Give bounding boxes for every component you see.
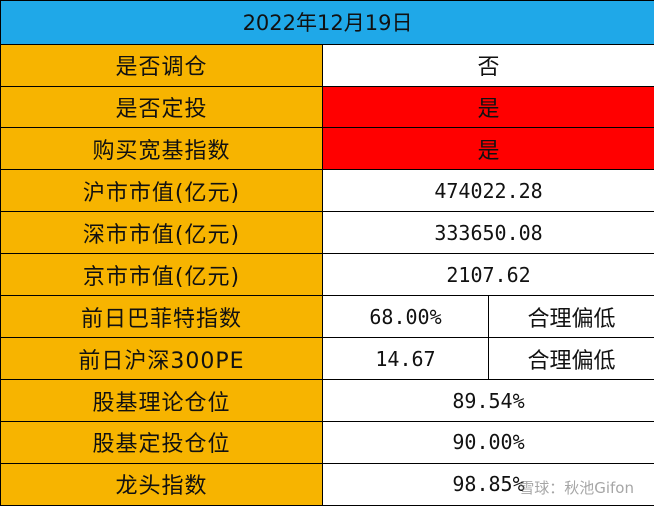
table-row: 是否调仓 否: [0, 43, 654, 87]
row-label-regular-position: 股基定投仓位: [0, 421, 323, 464]
table-row: 沪市市值(亿元) 474022.28: [0, 169, 654, 213]
row-value-bj-market-cap: 2107.62: [321, 253, 654, 297]
row-label-sz-market-cap: 深市市值(亿元): [0, 211, 323, 255]
row-value-leader-index: 98.85%: [321, 462, 654, 506]
row-label-regular-invest: 是否定投: [0, 85, 323, 129]
row-label-buy-broad-index: 购买宽基指数: [0, 127, 323, 171]
row-label-bj-market-cap: 京市市值(亿元): [0, 253, 323, 297]
row-value-buy-broad-index: 是: [321, 127, 654, 171]
row-label-rebalance: 是否调仓: [0, 43, 323, 87]
table-row: 前日巴菲特指数 68.00% 合理偏低: [0, 295, 654, 339]
row-label-sh-market-cap: 沪市市值(亿元): [0, 169, 323, 213]
row-status-buffett-index: 合理偏低: [487, 295, 654, 339]
table-row: 前日沪深300PE 14.67 合理偏低: [0, 337, 654, 381]
row-value-regular-position: 90.00%: [321, 421, 654, 464]
table-row: 是否定投 是: [0, 85, 654, 129]
row-value-sz-market-cap: 333650.08: [321, 211, 654, 255]
table-row: 股基定投仓位 90.00%: [0, 421, 654, 464]
table-row: 龙头指数 98.85%: [0, 462, 654, 506]
row-label-hs300-pe: 前日沪深300PE: [0, 337, 323, 381]
table-title: 2022年12月19日: [0, 0, 654, 45]
row-status-hs300-pe: 合理偏低: [487, 337, 654, 381]
row-value-rebalance: 否: [321, 43, 654, 87]
row-value-hs300-pe: 14.67: [322, 337, 489, 381]
table-row: 京市市值(亿元) 2107.62: [0, 253, 654, 297]
row-value-sh-market-cap: 474022.28: [321, 169, 654, 213]
row-value-regular-invest: 是: [321, 85, 654, 129]
table-row: 购买宽基指数 是: [0, 127, 654, 171]
row-label-theoretical-position: 股基理论仓位: [0, 379, 323, 423]
row-label-buffett-index: 前日巴菲特指数: [0, 295, 323, 339]
row-value-theoretical-position: 89.54%: [321, 379, 654, 423]
row-value-buffett-index: 68.00%: [322, 295, 489, 339]
row-label-leader-index: 龙头指数: [0, 462, 323, 506]
table-row: 深市市值(亿元) 333650.08: [0, 211, 654, 255]
table-row: 股基理论仓位 89.54%: [0, 379, 654, 423]
